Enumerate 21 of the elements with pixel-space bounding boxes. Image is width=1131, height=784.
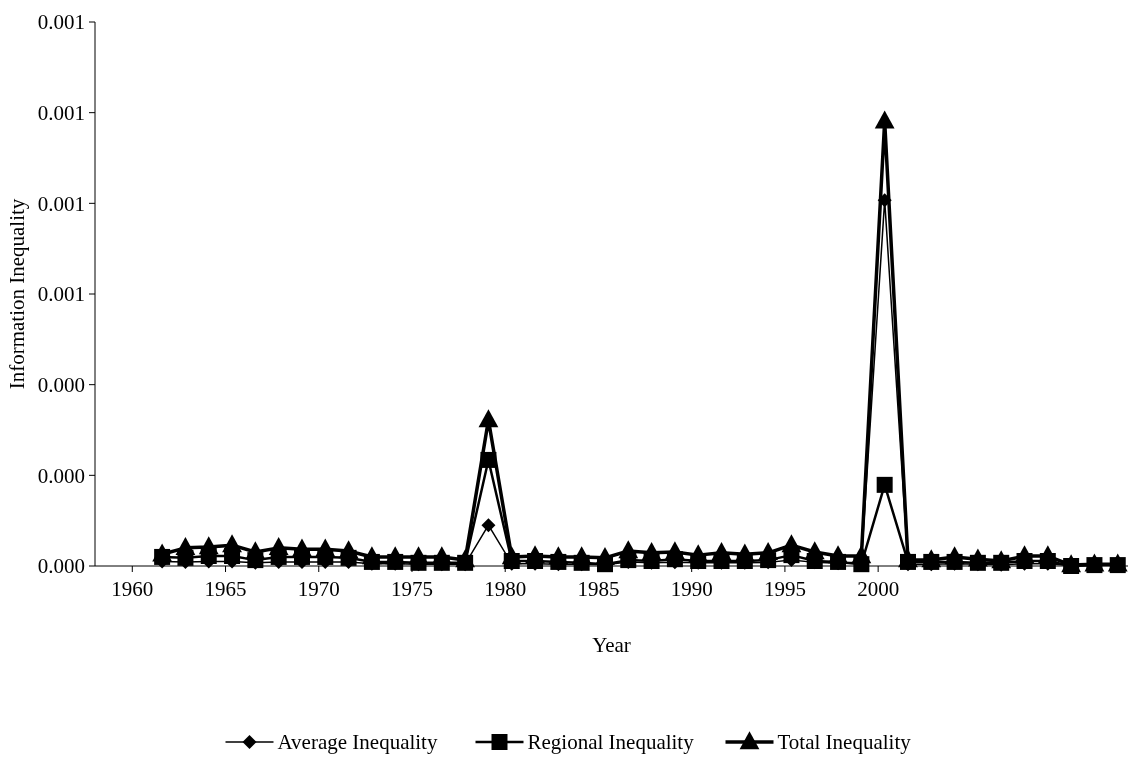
- x-tick-label: 1975: [390, 577, 433, 601]
- x-tick-label: 1985: [577, 577, 620, 601]
- legend-label: Total Inequality: [777, 730, 912, 755]
- y-tick-label: 0.000: [37, 373, 85, 398]
- y-axis-title: Information Inequality: [5, 198, 29, 390]
- x-tick-label: 1990: [670, 577, 713, 601]
- y-tick-label: 0.001: [37, 282, 85, 307]
- legend-label: Regional Inequality: [527, 730, 695, 755]
- y-tick-label: 0.001: [37, 101, 85, 126]
- legend-label: Average Inequality: [277, 730, 438, 755]
- y-tick-label: 0.001: [37, 191, 85, 216]
- y-tick-label: 0.000: [37, 463, 85, 488]
- y-tick-label: 0.001: [37, 10, 85, 35]
- x-axis-title: Year: [592, 633, 631, 657]
- x-tick-label: 1965: [204, 577, 247, 601]
- x-tick-label: 2000: [857, 577, 900, 601]
- x-tick-label: 1995: [763, 577, 806, 601]
- x-tick-label: 1970: [297, 577, 340, 601]
- y-tick-label: 0.000: [37, 554, 85, 579]
- x-tick-label: 1980: [484, 577, 527, 601]
- x-tick-label: 1960: [111, 577, 154, 601]
